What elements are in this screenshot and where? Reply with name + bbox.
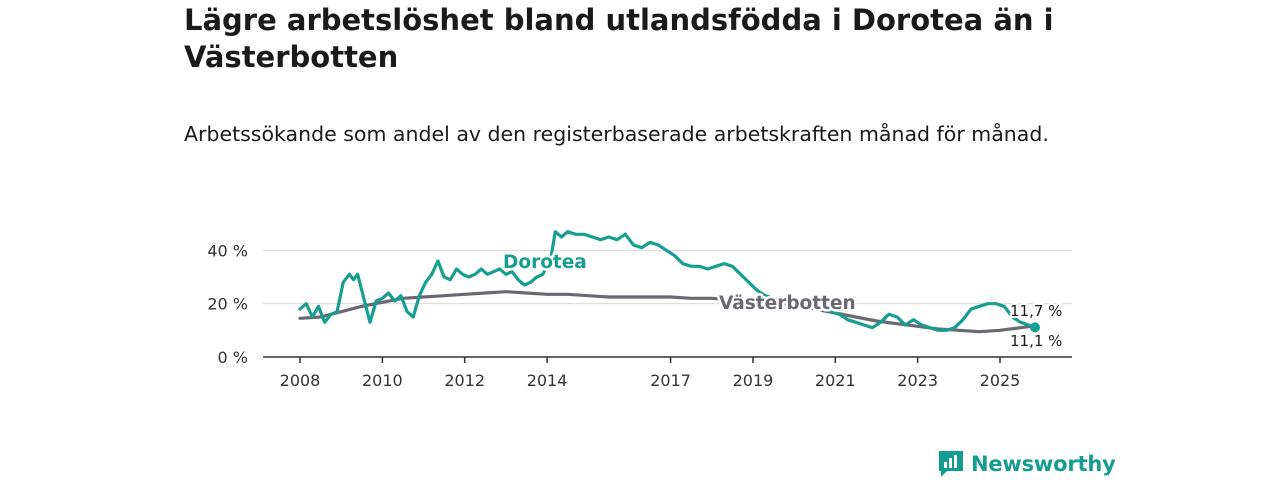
x-tick-label: 2017 <box>650 371 691 390</box>
newsworthy-logo-icon <box>939 451 963 477</box>
x-tick-label: 2010 <box>362 371 403 390</box>
y-tick-label: 40 % <box>207 241 248 260</box>
series-line-dorotea <box>298 230 1037 332</box>
series-label-vasterbotten: Västerbotten <box>719 293 856 314</box>
newsworthy-logo[interactable]: Newsworthy <box>937 449 1116 479</box>
series-end-point-dorotea <box>1030 322 1040 333</box>
y-tick-label: 20 % <box>207 295 248 314</box>
brand-name: Newsworthy <box>971 452 1116 476</box>
x-tick-label: 2025 <box>980 371 1021 390</box>
series-lines <box>298 230 1040 334</box>
end-label-dorotea: 11,1 % <box>1010 332 1062 350</box>
chart-subtitle: Arbetssökande som andel av den registerb… <box>184 122 1049 146</box>
series-label-dorotea: Dorotea <box>503 252 587 273</box>
series-labels: Dorotea Västerbotten 11,7 % 11,1 % <box>501 250 1065 353</box>
x-tick-label: 2021 <box>815 371 856 390</box>
y-tick-label: 0 % <box>218 348 248 367</box>
x-tick-label: 2023 <box>897 371 938 390</box>
end-label-vasterbotten: 11,7 % <box>1010 302 1062 320</box>
series-line-vasterbotten <box>298 290 1037 334</box>
x-tick-label: 2008 <box>280 371 321 390</box>
x-tick-label: 2012 <box>444 371 485 390</box>
x-tick-label: 2019 <box>733 371 774 390</box>
chart-title: Lägre arbetslöshet bland utlandsfödda i … <box>184 3 1054 74</box>
x-tick-label: 2014 <box>527 371 568 390</box>
x-axis: 2008 2010 2012 2014 2017 2019 2021 2023 2025 <box>263 356 1072 390</box>
